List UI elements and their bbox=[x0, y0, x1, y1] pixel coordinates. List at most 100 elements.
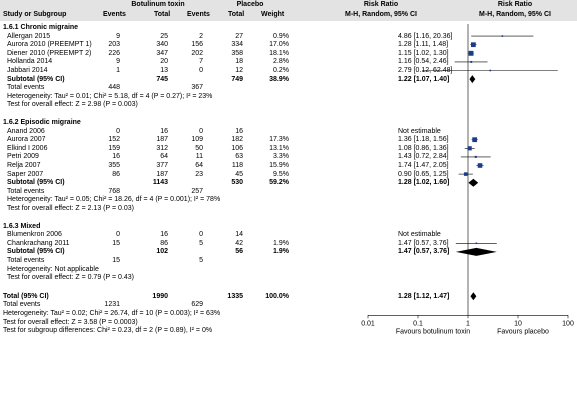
events1-cell: 0 bbox=[116, 231, 120, 239]
study-point-marker bbox=[501, 35, 504, 37]
pooled-diamond bbox=[468, 178, 479, 187]
grand-ci: 1.28 [1.12, 1.47] bbox=[398, 292, 450, 300]
study-column-header: Study or Subgroup bbox=[3, 11, 67, 18]
weight-cell: 15.9% bbox=[269, 162, 289, 169]
weight-cell: 1.9% bbox=[273, 239, 289, 247]
events2-cell: 0 bbox=[199, 127, 203, 135]
subtotal-total1: 745 bbox=[156, 75, 168, 83]
x-tick-label: 1 bbox=[466, 320, 470, 327]
events2-cell: 11 bbox=[195, 153, 203, 161]
total-events2: 257 bbox=[191, 187, 203, 195]
subtotal-weight: 59.2% bbox=[269, 179, 289, 187]
grand-events2: 629 bbox=[191, 301, 203, 309]
grand-total1: 1990 bbox=[152, 292, 168, 300]
overall-effect-text: Test for overall effect: Z = 2.13 (P = 0… bbox=[7, 205, 134, 212]
total-events-label: Total events bbox=[7, 257, 45, 264]
study-point-marker bbox=[472, 137, 478, 143]
events1-header: Events bbox=[103, 11, 126, 18]
risk-ratio-header: Risk Ratio bbox=[363, 1, 399, 8]
subgroup-title: 1.6.2 Episodic migraine bbox=[3, 119, 81, 126]
study-name: Blumenkron 2006 bbox=[7, 231, 62, 239]
study-name: Petri 2009 bbox=[7, 153, 39, 161]
total2-cell: 106 bbox=[231, 144, 243, 152]
favours-left-label: Favours botulinum toxin bbox=[396, 328, 470, 335]
total2-cell: 358 bbox=[231, 49, 243, 57]
study-point-marker bbox=[470, 42, 476, 48]
events2-cell: 50 bbox=[195, 144, 203, 152]
events2-cell: 109 bbox=[191, 136, 203, 144]
x-tick-label: 10 bbox=[514, 320, 522, 327]
pooled-diamond bbox=[469, 75, 476, 84]
study-name: Hollanda 2014 bbox=[7, 58, 53, 66]
total2-cell: 334 bbox=[231, 41, 243, 49]
weight-cell: 3.3% bbox=[273, 153, 289, 161]
favours-right-label: Favours placebo bbox=[497, 328, 549, 335]
subgroup-title: 1.6.1 Chronic migraine bbox=[3, 24, 79, 31]
total-events1: 768 bbox=[108, 187, 120, 195]
weight-cell: 0.2% bbox=[273, 67, 289, 74]
subtotal-ci: 1.22 [1.07, 1.40] bbox=[398, 75, 450, 83]
grand-total2: 1335 bbox=[227, 292, 243, 300]
plot-method-header: M-H, Random, 95% CI bbox=[479, 11, 551, 18]
pooled-diamond bbox=[470, 292, 477, 301]
subtotal-total1: 102 bbox=[156, 248, 168, 256]
total2-cell: 63 bbox=[235, 153, 243, 161]
study-name: Aurora 2007 bbox=[7, 136, 46, 144]
total2-cell: 14 bbox=[235, 231, 243, 239]
events2-cell: 156 bbox=[191, 41, 203, 49]
subtotal-ci: 1.28 [1.02, 1.60] bbox=[398, 179, 450, 187]
study-point-marker bbox=[489, 69, 492, 72]
total-heterogeneity-text: Heterogeneity: Tau² = 0.02; Chi² = 26.74… bbox=[3, 310, 221, 317]
total-events2: 5 bbox=[199, 257, 203, 264]
group1-header: Botulinum toxin bbox=[131, 1, 185, 8]
total1-cell: 187 bbox=[156, 170, 168, 178]
total2-header: Total bbox=[228, 11, 245, 18]
subtotal-total1: 1143 bbox=[152, 179, 168, 187]
total-overall-effect-text: Test for overall effect: Z = 3.58 (P = 0… bbox=[3, 318, 138, 326]
plot-title-header: Risk Ratio bbox=[497, 1, 533, 8]
total2-cell: 182 bbox=[231, 136, 243, 144]
events2-cell: 2 bbox=[199, 32, 203, 40]
weight-cell: 2.8% bbox=[273, 58, 289, 66]
weight-cell: 0.9% bbox=[273, 32, 289, 40]
total1-cell: 20 bbox=[160, 58, 168, 66]
weight-cell: 17.0% bbox=[269, 41, 289, 49]
study-name: Diener 2010 (PREEMPT 2) bbox=[7, 49, 92, 57]
study-name: Aurora 2010 (PREEMPT 1) bbox=[7, 41, 92, 49]
subtotal-total2: 56 bbox=[235, 248, 243, 256]
x-tick-label: 0.1 bbox=[413, 320, 423, 327]
study-point-marker bbox=[463, 172, 468, 176]
risk-ratio-ci-cell: 0.90 [0.65, 1.25] bbox=[398, 170, 449, 178]
study-name: Saper 2007 bbox=[7, 170, 44, 178]
subtotal-label: Subtotal (95% CI) bbox=[7, 179, 65, 187]
weight-cell: 18.1% bbox=[269, 49, 289, 57]
x-tick-label: 100 bbox=[562, 320, 574, 327]
study-name: Jabbari 2014 bbox=[7, 67, 48, 74]
events1-cell: 1 bbox=[116, 67, 120, 74]
risk-ratio-ci-cell: Not estimable bbox=[398, 127, 441, 135]
heterogeneity-text: Heterogeneity: Tau² = 0.01; Chi² = 5.18,… bbox=[7, 92, 213, 100]
group2-header: Placebo bbox=[236, 1, 264, 8]
total1-cell: 377 bbox=[156, 162, 168, 169]
subtotal-weight: 1.9% bbox=[273, 248, 289, 256]
study-point-marker bbox=[470, 60, 473, 63]
risk-ratio-ci-cell: 4.86 [1.16, 20.36] bbox=[398, 32, 453, 40]
events1-cell: 15 bbox=[112, 239, 120, 247]
study-point-marker bbox=[468, 50, 474, 56]
total1-cell: 86 bbox=[160, 239, 168, 247]
total2-cell: 16 bbox=[235, 127, 243, 135]
grand-weight: 100.0% bbox=[265, 292, 289, 300]
events1-cell: 9 bbox=[116, 32, 120, 40]
total1-cell: 16 bbox=[160, 127, 168, 135]
events2-cell: 64 bbox=[195, 162, 203, 169]
weight-cell: 13.1% bbox=[269, 144, 289, 152]
events2-cell: 202 bbox=[191, 49, 203, 57]
events1-cell: 86 bbox=[112, 170, 120, 178]
subtotal-total2: 749 bbox=[231, 75, 243, 83]
events1-cell: 16 bbox=[112, 153, 120, 161]
events1-cell: 159 bbox=[108, 144, 120, 152]
risk-ratio-ci-cell: 1.36 [1.18, 1.56] bbox=[398, 136, 449, 144]
grand-events1: 1231 bbox=[104, 301, 120, 309]
total1-cell: 25 bbox=[160, 32, 168, 40]
